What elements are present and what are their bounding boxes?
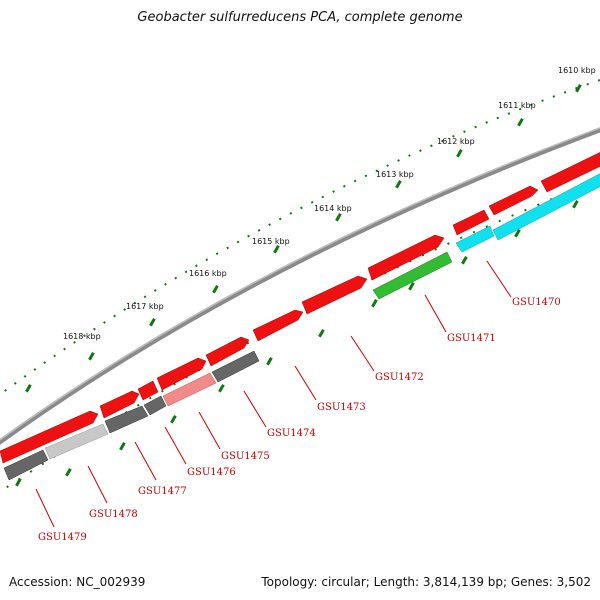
kbp-tick-mark (335, 213, 342, 222)
kbp-tick-label: 1613 kbp (376, 170, 414, 179)
gene-arrow-forward (205, 336, 250, 367)
accession-text: Accession: NC_002939 (9, 575, 146, 589)
topology-summary-text: Topology: circular; Length: 3,814,139 bp… (261, 575, 591, 589)
kbp-tick-label: 1612 kbp (437, 137, 475, 146)
gene-label-leader (486, 260, 512, 298)
gene-label-leader (243, 390, 267, 428)
gene-label: GSU1479 (38, 532, 87, 543)
kbp-tick-label: 1618 kbp (63, 332, 101, 341)
gene-arrow-reverse-cyan (492, 173, 600, 241)
gene-arrow-reverse-cyan (455, 225, 495, 253)
kbp-tick-label: 1615 kbp (252, 237, 290, 246)
kbp-tick-mark (575, 84, 582, 93)
kbp-tick-label: 1614 kbp (314, 204, 352, 213)
gene-label-leader (294, 365, 317, 401)
kbp-tick-label: 1616 kbp (189, 269, 227, 278)
gene-arrow-forward (452, 209, 490, 236)
gene-label: GSU1474 (267, 428, 316, 439)
gene-label-leader (350, 335, 375, 372)
kbp-tick-label: 1611 kbp (498, 101, 536, 110)
gene-label-group: GSU1470 GSU1471 GSU1472 GSU1473 GSU1474 … (35, 260, 561, 543)
kbp-tick-mark (517, 118, 524, 127)
gene-label-leader (134, 441, 157, 481)
gene-arrow-reverse-gray (143, 395, 167, 416)
gene-arrow-forward (488, 185, 539, 216)
gene-arrow-forward (99, 390, 140, 419)
gene-arrow-reverse-gray (211, 350, 260, 383)
gene-arrow-forward (156, 357, 207, 391)
gene-label-leader (424, 294, 447, 333)
kbp-tick-mark (273, 245, 280, 254)
gene-label: GSU1478 (89, 509, 138, 520)
kbp-tick-mark (212, 285, 219, 294)
gene-arrow-forward (252, 309, 304, 342)
gene-arrow-forward (301, 275, 368, 315)
gene-arrow-reverse-pink (162, 372, 217, 407)
inner-tick-group (15, 200, 579, 487)
kbp-tick-mark (395, 180, 402, 189)
gene-arrow-reverse-gray (3, 449, 49, 481)
gene-arrow-forward (137, 380, 159, 401)
kbp-tick-mark (149, 318, 156, 327)
gene-label-leader (164, 426, 187, 465)
kbp-tick-label: 1617 kbp (126, 302, 164, 311)
kbp-tick-mark (88, 352, 95, 361)
gene-label: GSU1476 (187, 467, 236, 478)
gene-arrow-reverse-gray (104, 405, 149, 434)
kbp-tick-label: 1610 kbp (558, 66, 596, 75)
gene-label-leader (35, 488, 55, 528)
gene-label: GSU1470 (512, 297, 561, 308)
gene-arrow-forward (540, 152, 600, 193)
gene-label-leader (198, 411, 221, 450)
map-title: Geobacter sulfurreducens PCA, complete g… (137, 10, 463, 25)
backbone-highlight (0, 127, 600, 441)
gene-arrow-reverse-green (372, 251, 453, 300)
reverse-strand-genes (3, 173, 600, 481)
gene-arrow-forward (0, 410, 99, 464)
kbp-tick-mark (25, 384, 32, 393)
backbone-line (0, 127, 600, 445)
kbp-tick-group: 1610 kbp 1611 kbp 1612 kbp 1613 kbp 1614… (25, 66, 596, 393)
gene-arrow-forward (367, 234, 445, 281)
gene-label: GSU1475 (221, 451, 270, 462)
gene-label: GSU1471 (447, 333, 496, 344)
gene-label: GSU1473 (317, 402, 366, 413)
outer-dotted-scale (0, 79, 600, 396)
forward-strand-genes (0, 152, 600, 464)
gene-label: GSU1472 (375, 372, 424, 383)
gene-arrow-reverse-lightgray (44, 423, 109, 460)
gene-label-leader (87, 465, 108, 504)
kbp-tick-mark (456, 149, 463, 158)
gene-label: GSU1477 (138, 486, 187, 497)
